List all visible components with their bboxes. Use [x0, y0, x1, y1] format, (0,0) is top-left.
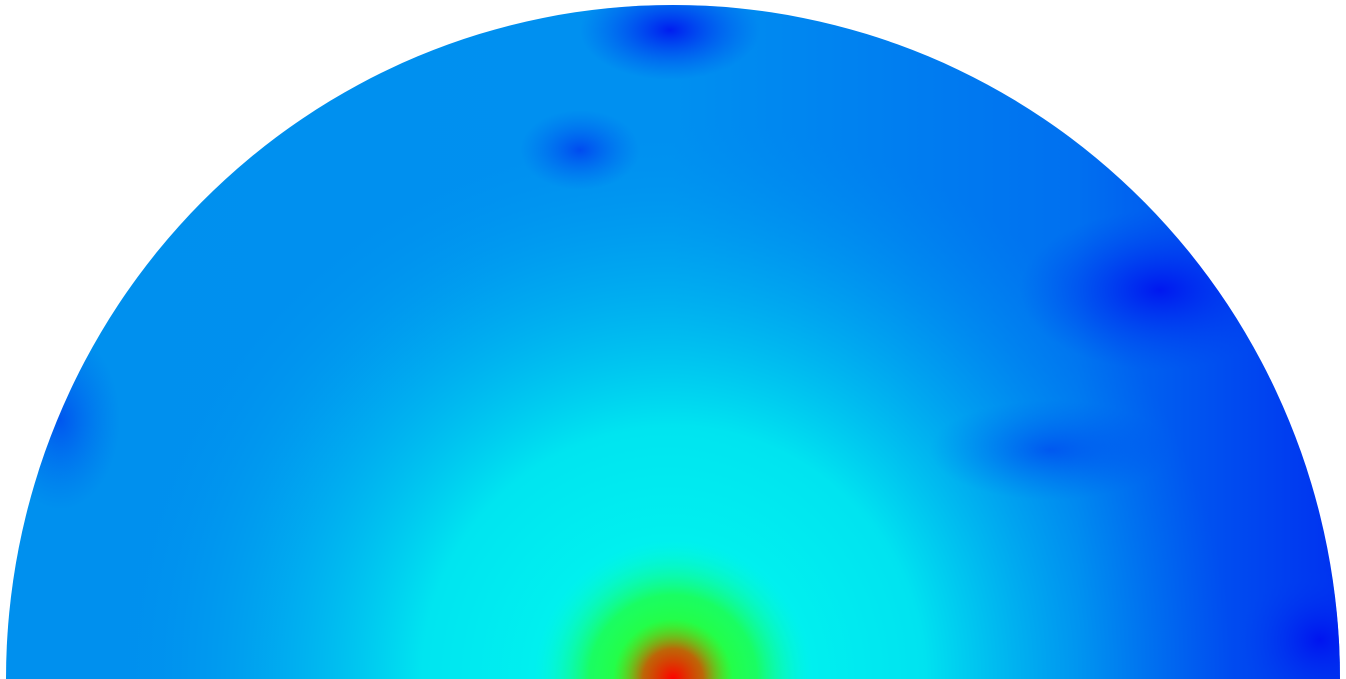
field-surface [6, 5, 1340, 679]
field-plot [6, 5, 1340, 679]
